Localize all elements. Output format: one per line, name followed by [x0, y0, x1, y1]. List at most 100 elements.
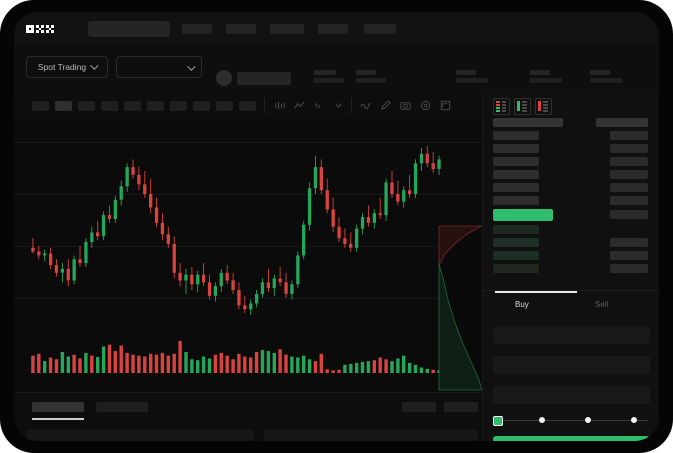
- chevron-down-icon: [187, 62, 196, 71]
- chevron-down-icon[interactable]: [332, 99, 345, 112]
- orderbook-current-amount: [610, 210, 648, 219]
- timeframe-button-4[interactable]: [101, 101, 118, 111]
- order-book-rows[interactable]: [483, 118, 659, 290]
- grid-line: [14, 298, 482, 299]
- fullscreen-icon[interactable]: [439, 99, 452, 112]
- candlestick-series: [31, 146, 441, 315]
- orderbook-row-ask[interactable]: [493, 196, 539, 205]
- timeframe-button-7[interactable]: [170, 101, 187, 111]
- top-navigation-bar: [14, 12, 659, 46]
- orderbook-row-bid[interactable]: [493, 225, 539, 234]
- orderbook-row-ask[interactable]: [493, 170, 539, 179]
- stat-last-price: [314, 70, 344, 83]
- timeframe-button-1[interactable]: [32, 101, 49, 111]
- orderbook-both-icon[interactable]: [493, 98, 510, 115]
- slider-step-dot[interactable]: [631, 417, 637, 423]
- bottom-action-1[interactable]: [402, 402, 436, 412]
- orderbook-row-ask-amount: [610, 144, 648, 153]
- orderbook-row-ask[interactable]: [493, 157, 539, 166]
- bottom-panel-left: [26, 429, 254, 441]
- chevron-down-icon: [90, 61, 99, 70]
- nav-item-3[interactable]: [270, 24, 304, 34]
- slider-step-dot[interactable]: [539, 417, 545, 423]
- trading-mode-label: Spot Trading: [37, 62, 87, 72]
- toolbar-divider: [264, 98, 265, 113]
- stat-high: [456, 70, 488, 83]
- orderbook-bids-icon[interactable]: [514, 98, 531, 115]
- timeframe-button-3[interactable]: [78, 101, 95, 111]
- order-book-panel: Buy Sell: [482, 94, 659, 441]
- toolbar-divider: [351, 98, 352, 113]
- submit-order-button[interactable]: [493, 436, 650, 441]
- orderbook-header-price: [493, 118, 563, 127]
- orderbook-current-price[interactable]: [493, 209, 553, 221]
- search-input[interactable]: [88, 21, 170, 37]
- orderbook-row-ask-amount: [610, 196, 648, 205]
- trading-mode-selector[interactable]: Spot Trading: [26, 56, 108, 78]
- orderbook-row-ask-amount: [610, 157, 648, 166]
- stat-change: [356, 70, 386, 83]
- app-screen: Spot Trading: [14, 12, 659, 441]
- tab-order-history[interactable]: [96, 402, 148, 412]
- timeframe-button-6[interactable]: [147, 101, 164, 111]
- okx-logo[interactable]: [26, 23, 70, 36]
- orderbook-row-ask-amount: [610, 183, 648, 192]
- orderbook-row-ask-amount: [610, 131, 648, 140]
- coin-avatar: [216, 70, 232, 86]
- wave-icon[interactable]: [359, 99, 372, 112]
- coin-name-label: [237, 72, 291, 85]
- orderbook-row-bid-amount: [610, 251, 648, 260]
- camera-icon[interactable]: [399, 99, 412, 112]
- stat-volume: [590, 70, 622, 83]
- timeframe-button-10[interactable]: [239, 101, 256, 111]
- nav-item-2[interactable]: [226, 24, 256, 34]
- tab-sell[interactable]: Sell: [595, 300, 609, 309]
- orderbook-row-bid[interactable]: [493, 251, 539, 260]
- stat-low: [530, 70, 562, 83]
- grid-line: [14, 142, 482, 143]
- order-total-field[interactable]: [493, 386, 650, 404]
- line-chart-icon[interactable]: [293, 99, 306, 112]
- timeframe-button-5[interactable]: [124, 101, 141, 111]
- orderbook-row-bid-amount: [610, 238, 648, 247]
- nav-item-5[interactable]: [364, 24, 396, 34]
- orderbook-row-bid[interactable]: [493, 264, 539, 273]
- amount-slider[interactable]: [493, 416, 650, 426]
- price-chart[interactable]: [14, 118, 482, 392]
- volume-panel: [14, 333, 482, 393]
- timeframe-button-2[interactable]: [55, 101, 72, 111]
- order-amount-field[interactable]: [493, 356, 650, 374]
- settings-icon[interactable]: [419, 99, 432, 112]
- active-tab-underline: [32, 418, 84, 420]
- tab-open-orders[interactable]: [32, 402, 84, 412]
- orderbook-row-bid-amount: [610, 264, 648, 273]
- pencil-icon[interactable]: [379, 99, 392, 112]
- volume-series: [31, 341, 441, 373]
- active-side-underline: [495, 291, 577, 293]
- orderbook-row-bid[interactable]: [493, 238, 539, 247]
- slider-step-dot[interactable]: [585, 417, 591, 423]
- timeframe-button-9[interactable]: [216, 101, 233, 111]
- bottom-action-2[interactable]: [444, 402, 478, 412]
- orderbook-asks-icon[interactable]: [535, 98, 552, 115]
- buy-sell-tabs: Buy Sell: [483, 290, 659, 319]
- orderbook-row-ask[interactable]: [493, 131, 539, 140]
- orderbook-row-ask[interactable]: [493, 144, 539, 153]
- timeframe-button-8[interactable]: [193, 101, 210, 111]
- order-price-field[interactable]: [493, 326, 650, 344]
- nav-item-4[interactable]: [318, 24, 348, 34]
- orderbook-header-amount: [596, 118, 648, 127]
- indicator-icon[interactable]: fx: [313, 99, 326, 112]
- slider-handle[interactable]: [493, 416, 503, 426]
- grid-line: [14, 194, 482, 195]
- candlestick-icon[interactable]: [273, 99, 286, 112]
- nav-item-1[interactable]: [182, 24, 212, 34]
- market-bar: Spot Trading: [14, 46, 659, 94]
- tab-buy[interactable]: Buy: [515, 300, 529, 309]
- trading-pair-selector[interactable]: [116, 56, 202, 78]
- svg-text:fx: fx: [315, 101, 321, 110]
- orderbook-row-ask[interactable]: [493, 183, 539, 192]
- slider-track: [498, 420, 648, 421]
- grid-line: [14, 246, 482, 247]
